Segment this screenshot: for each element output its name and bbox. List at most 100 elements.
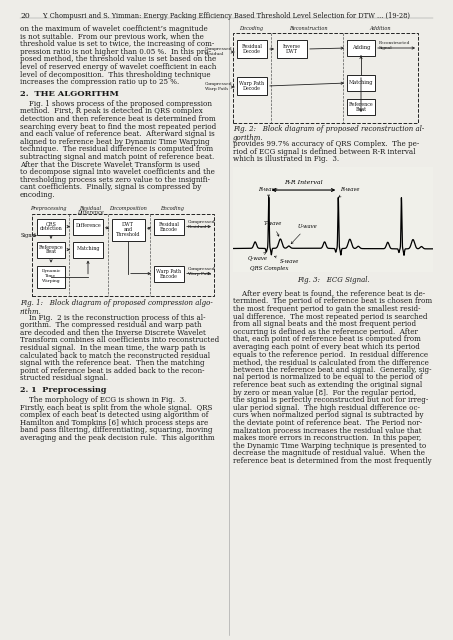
Text: reference beat is determined from the most frequently: reference beat is determined from the mo…: [233, 457, 432, 465]
Text: method.  First, R peak is detected in QRS complex: method. First, R peak is detected in QRS…: [20, 108, 203, 115]
Text: Residual: Residual: [79, 205, 101, 211]
Text: method, the residual is calculated from the difference: method, the residual is calculated from …: [233, 358, 429, 366]
Text: to decompose signal into wavelet coefficients and the: to decompose signal into wavelet coeffic…: [20, 168, 215, 176]
Text: by zero or mean value [8].  For the regular period,: by zero or mean value [8]. For the regul…: [233, 388, 416, 397]
Text: Residual: Residual: [241, 44, 262, 49]
Bar: [237, 40, 267, 58]
Text: Reconstruction: Reconstruction: [289, 26, 328, 31]
Text: Difference: Difference: [77, 210, 103, 215]
Text: the most frequent period to gain the smallest resid-: the most frequent period to gain the sma…: [233, 305, 420, 313]
Text: increases the compression ratio up to 25 %.: increases the compression ratio up to 25…: [20, 78, 179, 86]
Text: Dynamic: Dynamic: [41, 269, 61, 273]
Text: Fig. 2:   Block diagram of proposed reconstruction al-
gorithm.: Fig. 2: Block diagram of proposed recons…: [233, 125, 424, 142]
Text: which is illustrated in Fig.  3.: which is illustrated in Fig. 3.: [233, 155, 339, 163]
Text: complex of each beat is detected using algorithm of: complex of each beat is detected using a…: [20, 412, 208, 419]
Text: makes more errors in reconstruction.  In this paper,: makes more errors in reconstruction. In …: [233, 434, 421, 442]
Bar: [154, 266, 184, 282]
Text: thresholding process sets zero value to the insignifi-: thresholding process sets zero value to …: [20, 176, 210, 184]
Text: After that the Discrete Wavelet Transform is used: After that the Discrete Wavelet Transfor…: [20, 161, 200, 168]
Text: Compressed: Compressed: [205, 82, 233, 86]
Bar: [277, 40, 307, 58]
Bar: [233, 33, 418, 123]
Text: Decoding: Decoding: [239, 26, 263, 31]
Text: structed residual signal.: structed residual signal.: [20, 374, 108, 383]
Text: from all signal beats and the most frequent period: from all signal beats and the most frequ…: [233, 320, 416, 328]
Text: Decode: Decode: [243, 86, 261, 91]
Text: Matching: Matching: [76, 246, 100, 251]
Text: QRS Complex: QRS Complex: [250, 266, 288, 271]
Text: In Fig.  2 is the reconstruction process of this al-: In Fig. 2 is the reconstruction process …: [20, 314, 206, 321]
Text: is not suitable.  From our previous work, when the: is not suitable. From our previous work,…: [20, 33, 204, 40]
Text: cant coefficients.  Finally, signal is compressed by: cant coefficients. Finally, signal is co…: [20, 184, 201, 191]
Text: Reconstructed: Reconstructed: [379, 41, 410, 45]
Text: 2.  THE ALGORITHM: 2. THE ALGORITHM: [20, 90, 119, 98]
Text: reference beat such as extending the original signal: reference beat such as extending the ori…: [233, 381, 422, 389]
Text: the signal is perfectly reconstructed but not for irreg-: the signal is perfectly reconstructed bu…: [233, 396, 428, 404]
Text: posed method, the threshold value is set based on the: posed method, the threshold value is set…: [20, 56, 216, 63]
Text: Decomposition: Decomposition: [109, 205, 147, 211]
Text: Time: Time: [45, 273, 57, 278]
Text: Fig. 3:   ECG Signal.: Fig. 3: ECG Signal.: [297, 276, 369, 284]
Text: gorithm.  The compressed residual and warp path: gorithm. The compressed residual and war…: [20, 321, 202, 329]
Text: Warp Path: Warp Path: [188, 271, 211, 276]
Text: ular period signal.  The high residual difference oc-: ular period signal. The high residual di…: [233, 404, 420, 412]
Text: nal period is normalized to be equal to the period of: nal period is normalized to be equal to …: [233, 373, 423, 381]
Text: Hamilton and Tompkins [6] which process steps are: Hamilton and Tompkins [6] which process …: [20, 419, 208, 427]
Text: residual signal.  In the mean time, the warp path is: residual signal. In the mean time, the w…: [20, 344, 206, 352]
Text: that, each point of reference beat is computed from: that, each point of reference beat is co…: [233, 335, 421, 344]
Text: Firstly, each beat is split from the whole signal.  QRS: Firstly, each beat is split from the who…: [20, 404, 212, 412]
Text: level of decomposition.  This thresholding technique: level of decomposition. This thresholdin…: [20, 70, 211, 79]
Text: Signal: Signal: [21, 232, 37, 237]
Text: the deviate point of reference beat.  The Period nor-: the deviate point of reference beat. The…: [233, 419, 422, 427]
Text: ual difference.  The most repeated period is searched: ual difference. The most repeated period…: [233, 312, 428, 321]
Bar: [37, 241, 65, 257]
Text: detection and then reference beat is determined from: detection and then reference beat is det…: [20, 115, 216, 123]
Text: R-wave: R-wave: [339, 187, 360, 197]
Text: QRS: QRS: [46, 221, 57, 227]
Text: Warp Path: Warp Path: [240, 81, 265, 86]
Bar: [154, 219, 184, 235]
Text: DWT: DWT: [122, 221, 134, 227]
Text: 2. 1  Preprocessing: 2. 1 Preprocessing: [20, 386, 106, 394]
Bar: [37, 219, 65, 235]
Text: Fig. 1:   Block diagram of proposed compression algo-
rithm.: Fig. 1: Block diagram of proposed compre…: [20, 299, 213, 316]
Bar: [32, 214, 214, 296]
Bar: [347, 75, 375, 91]
Text: level of reserved energy of wavelet coefficient in each: level of reserved energy of wavelet coef…: [20, 63, 217, 71]
Text: Residual: Residual: [205, 52, 224, 56]
Bar: [347, 99, 375, 115]
Text: Beat: Beat: [45, 249, 57, 254]
Text: detection: detection: [39, 226, 63, 231]
Text: threshold value is set to twice, the increasing of com-: threshold value is set to twice, the inc…: [20, 40, 214, 48]
Bar: [73, 241, 103, 257]
Text: Fig. 1 shows process of the proposed compression: Fig. 1 shows process of the proposed com…: [20, 100, 212, 108]
Bar: [347, 40, 375, 56]
Text: S-wave: S-wave: [274, 256, 299, 264]
Bar: [37, 266, 65, 287]
Text: The morphology of ECG is shown in Fig.  3.: The morphology of ECG is shown in Fig. 3…: [20, 396, 186, 404]
Text: provides 99.7% accuracy of QRS Complex.  The pe-: provides 99.7% accuracy of QRS Complex. …: [233, 140, 419, 148]
Text: Warp Path: Warp Path: [156, 269, 182, 273]
Text: Encoding: Encoding: [160, 205, 184, 211]
Text: R-wave: R-wave: [258, 187, 278, 197]
Text: equals to the reference period.  In residual difference: equals to the reference period. In resid…: [233, 351, 428, 358]
Text: Addition: Addition: [369, 26, 391, 31]
Text: the Dynamic Time Warping technique is presented to: the Dynamic Time Warping technique is pr…: [233, 442, 426, 450]
Text: pression ratio is not higher than 0.05 %.  In this pro-: pression ratio is not higher than 0.05 %…: [20, 48, 211, 56]
Text: decrease the magnitude of residual value.  When the: decrease the magnitude of residual value…: [233, 449, 425, 458]
Text: After every beat is found, the reference beat is de-: After every beat is found, the reference…: [233, 290, 425, 298]
Text: and: and: [124, 227, 132, 232]
Text: Y. Chompusri and S. Yimman: Energy Packing Efficiency Based Threshold Level Sele: Y. Chompusri and S. Yimman: Energy Packi…: [43, 12, 410, 20]
Text: calculated back to match the reconstructed residual: calculated back to match the reconstruct…: [20, 351, 210, 360]
Text: technique.  The residual difference is computed from: technique. The residual difference is co…: [20, 145, 213, 154]
Text: Encode: Encode: [160, 273, 178, 278]
Text: curs when normalized period signal is subtracted by: curs when normalized period signal is su…: [233, 412, 424, 419]
Bar: [112, 219, 145, 241]
Text: Signal: Signal: [379, 46, 393, 50]
Text: R-R Interval: R-R Interval: [284, 180, 323, 186]
Text: aligned to reference beat by Dynamic Time Warping: aligned to reference beat by Dynamic Tim…: [20, 138, 210, 146]
Text: Matching: Matching: [349, 80, 373, 85]
Text: Residual: Residual: [188, 225, 207, 228]
Text: Threshold: Threshold: [116, 232, 140, 237]
Text: Residual: Residual: [159, 221, 179, 227]
